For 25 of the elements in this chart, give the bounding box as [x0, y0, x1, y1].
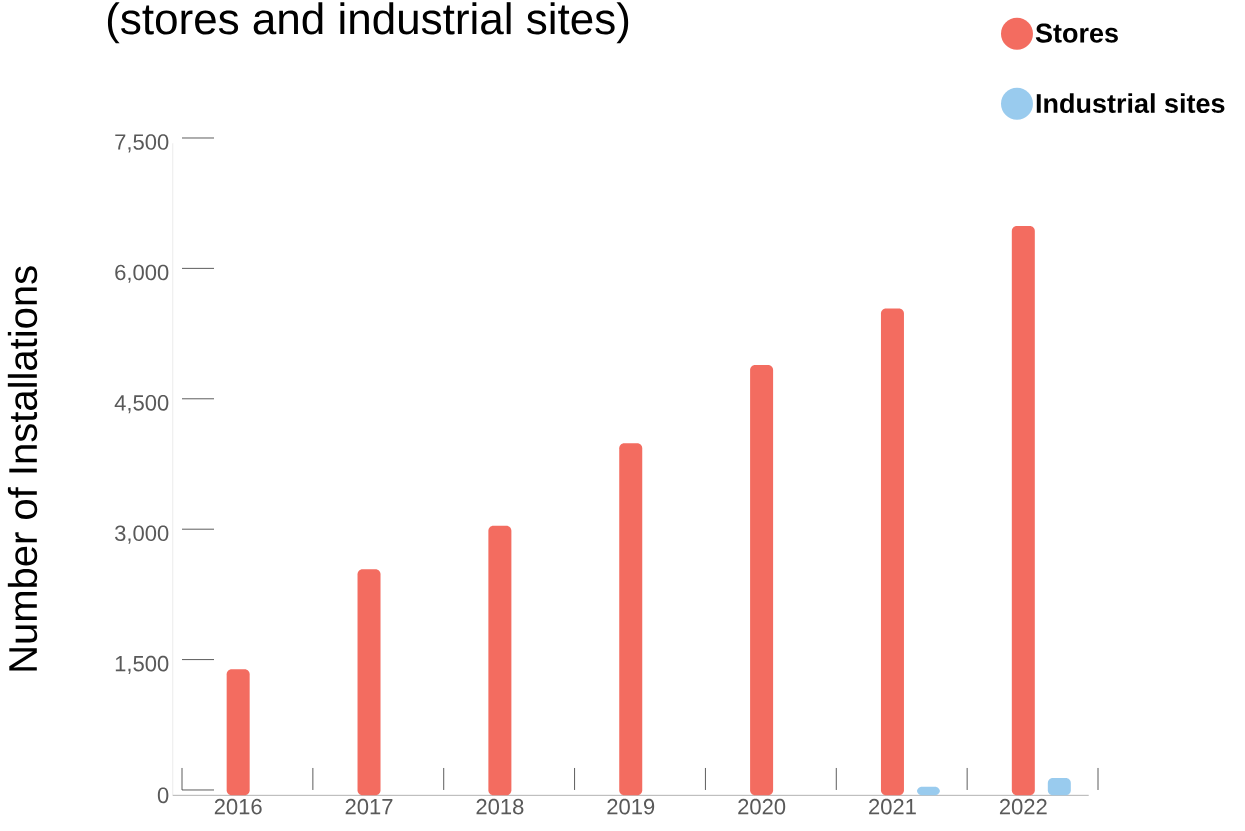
x-tick-label: 2022 — [999, 798, 1047, 815]
bar — [226, 669, 250, 796]
y-tick-label: 4,500 — [114, 395, 169, 414]
y-tick-label: 6,000 — [115, 264, 169, 283]
y-tick-label: 7,500 — [115, 134, 169, 153]
bar — [619, 443, 643, 796]
chart-title: (stores and industrial sites) — [107, 2, 629, 44]
legend-label: Stores — [1035, 23, 1118, 43]
x-tick-label: 2021 — [869, 798, 916, 815]
y-tick-label: 3,000 — [115, 525, 169, 544]
y-tick-label: 0 — [157, 787, 169, 804]
x-tick-label: 2017 — [345, 798, 393, 815]
bar — [750, 365, 774, 796]
y-axis-title: Number of Installations — [7, 266, 38, 671]
x-tick-label: 2018 — [476, 798, 524, 815]
y-tick-label: 1,500 — [115, 655, 169, 675]
x-tick-label: 2020 — [738, 798, 786, 815]
x-tick-label: 2016 — [214, 798, 262, 815]
bar — [1047, 777, 1071, 796]
bar — [357, 569, 381, 796]
x-tick-label: 2019 — [607, 798, 655, 815]
bar — [1011, 225, 1035, 796]
legend-label: Industrial sites — [1036, 93, 1225, 114]
bar — [488, 525, 512, 796]
bar — [880, 308, 904, 796]
